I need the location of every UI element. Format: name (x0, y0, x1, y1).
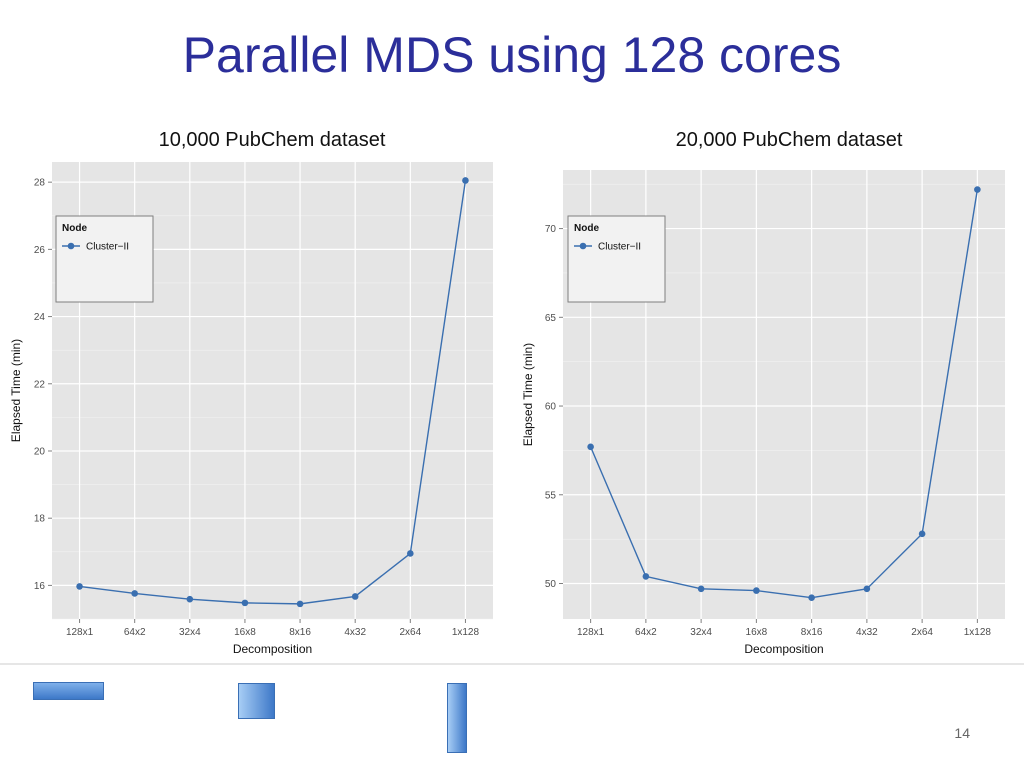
y-tick-label-20000: 50 (545, 579, 557, 590)
x-tick-label-10000: 1x128 (452, 627, 480, 638)
x-tick-label-10000: 32x4 (179, 627, 201, 638)
data-point-10000-4x32 (351, 593, 359, 600)
data-point-20000-128x1 (587, 443, 594, 451)
data-point-10000-64x2 (131, 590, 138, 597)
y-tick-label-10000: 20 (34, 446, 46, 457)
legend-box-10000 (55, 215, 154, 303)
y-tick-label-10000: 16 (34, 581, 46, 592)
legend-title-20000: Node (574, 223, 599, 234)
data-point-20000-16x8 (753, 587, 760, 594)
y-tick-label-10000: 24 (34, 312, 46, 323)
page-number: 14 (954, 725, 970, 741)
data-point-20000-2x64 (918, 530, 926, 538)
decorative-horizontal-bar (33, 682, 104, 700)
slide-divider (0, 663, 1024, 665)
data-point-10000-2x64 (407, 550, 414, 557)
x-axis-title-20000: Decomposition (744, 642, 823, 656)
y-tick-label-20000: 70 (545, 224, 557, 235)
x-tick-label-20000: 64x2 (635, 627, 657, 638)
x-tick-label-10000: 2x64 (399, 627, 421, 638)
x-axis-title-10000: Decomposition (233, 642, 312, 656)
x-tick-label-20000: 32x4 (690, 627, 712, 638)
data-point-10000-128x1 (76, 583, 83, 590)
y-axis-title-10000: Elapsed Time (min) (9, 339, 23, 442)
decorative-square (238, 683, 275, 719)
data-point-20000-8x16 (808, 594, 815, 602)
x-tick-label-20000: 128x1 (577, 627, 605, 638)
x-tick-label-10000: 128x1 (66, 627, 94, 638)
y-tick-label-10000: 18 (34, 514, 46, 525)
chart-caption-20000: 20,000 PubChem dataset (675, 129, 903, 151)
x-tick-label-20000: 2x64 (911, 627, 933, 638)
x-tick-label-20000: 16x8 (746, 627, 768, 638)
x-tick-label-20000: 8x16 (801, 627, 823, 638)
data-point-20000-64x2 (642, 573, 650, 580)
y-tick-label-10000: 28 (34, 178, 46, 189)
data-point-10000-16x8 (241, 599, 249, 607)
series-line-20000 (589, 189, 979, 599)
legend-label-20000: Cluster−II (598, 242, 641, 253)
y-tick-label-20000: 60 (545, 402, 557, 413)
y-tick-label-20000: 65 (545, 313, 557, 324)
x-tick-label-20000: 4x32 (856, 627, 878, 638)
series-line-10000 (79, 180, 467, 605)
y-axis-title-20000: Elapsed Time (min) (521, 343, 535, 446)
legend-box-20000 (567, 215, 666, 303)
y-tick-label-10000: 22 (34, 379, 46, 390)
data-point-20000-1x128 (974, 186, 981, 193)
data-point-20000-32x4 (697, 585, 705, 593)
slide-title: Parallel MDS using 128 cores (182, 27, 842, 83)
data-point-10000-8x16 (296, 600, 304, 608)
y-tick-label-20000: 55 (545, 490, 557, 501)
x-tick-label-20000: 1x128 (964, 627, 992, 638)
data-point-10000-32x4 (186, 595, 194, 603)
legend-label-10000: Cluster−II (86, 242, 129, 253)
decorative-vertical-bar (447, 683, 467, 753)
x-tick-label-10000: 8x16 (289, 627, 311, 638)
legend-title-10000: Node (62, 223, 87, 234)
chart-caption-10000: 10,000 PubChem dataset (158, 129, 386, 151)
data-point-20000-4x32 (863, 585, 871, 593)
x-tick-label-10000: 16x8 (234, 627, 256, 638)
data-point-10000-1x128 (462, 177, 469, 184)
legend-key-point-10000 (67, 242, 75, 250)
x-tick-label-10000: 64x2 (124, 627, 146, 638)
legend-key-point-20000 (579, 242, 587, 250)
x-tick-label-10000: 4x32 (344, 627, 366, 638)
y-tick-label-10000: 26 (34, 245, 46, 256)
